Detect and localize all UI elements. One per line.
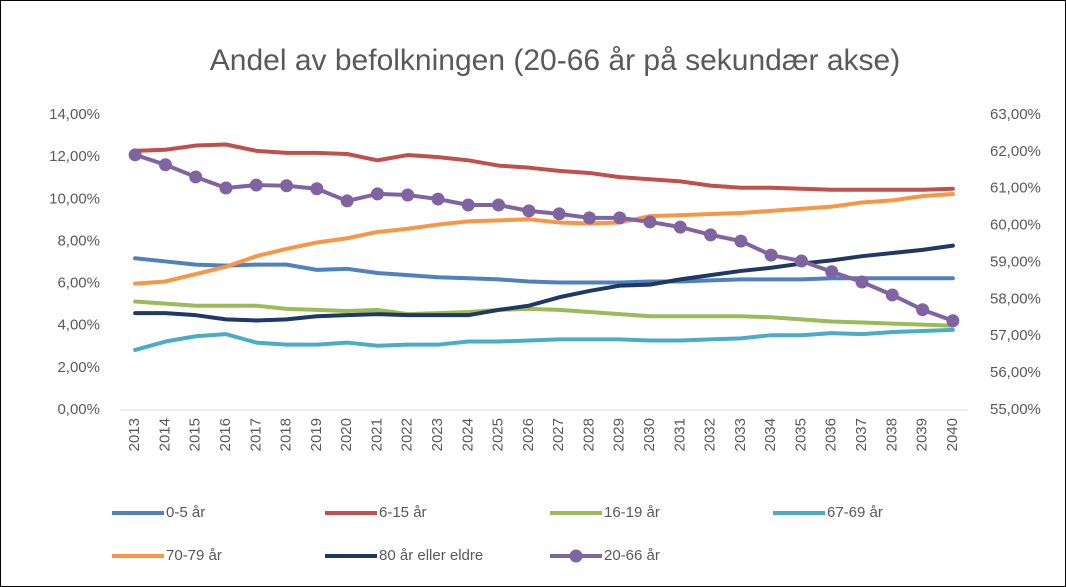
x-tick-label: 2037 [853, 418, 870, 451]
x-tick-label: 2033 [732, 418, 749, 451]
y2-tick-label: 55,00% [990, 401, 1041, 418]
x-tick-label: 2034 [762, 418, 779, 451]
point [764, 248, 778, 262]
y2-tick-label: 58,00% [990, 290, 1041, 307]
x-tick-label: 2038 [883, 418, 900, 451]
chart-title: Andel av befolkningen (20-66 år på sekun… [210, 44, 900, 77]
y-tick-label: 10,00% [49, 190, 100, 207]
series-line [133, 192, 955, 286]
point [885, 288, 899, 302]
point [310, 182, 324, 196]
point [552, 207, 566, 221]
legend-label: 0-5 år [166, 504, 205, 521]
point [219, 181, 233, 195]
y2-tick-label: 62,00% [990, 143, 1041, 160]
x-tick-label: 2035 [792, 418, 809, 451]
point [522, 204, 536, 218]
point [158, 158, 172, 172]
y-tick-label: 4,00% [57, 317, 100, 334]
y-tick-label: 6,00% [57, 275, 100, 292]
point [794, 254, 808, 268]
y-tick-label: 2,00% [57, 359, 100, 376]
x-tick-label: 2030 [641, 418, 658, 451]
series-line [133, 142, 955, 192]
series-line [133, 256, 955, 285]
point [401, 188, 415, 202]
y-tick-label: 12,00% [49, 148, 100, 165]
x-tick-label: 2021 [368, 418, 385, 451]
y2-tick-label: 57,00% [990, 327, 1041, 344]
point [613, 211, 627, 225]
point [734, 234, 748, 248]
y-tick-label: 14,00% [49, 106, 100, 123]
x-tick-label: 2015 [187, 418, 204, 451]
x-tick-label: 2018 [278, 418, 295, 451]
point [582, 211, 596, 225]
x-tick-label: 2032 [702, 418, 719, 451]
x-tick-label: 2020 [338, 418, 355, 451]
y-tick-label: 0,00% [57, 401, 100, 418]
x-tick-label: 2031 [671, 418, 688, 451]
x-tick-label: 2025 [490, 418, 507, 451]
series-line [133, 243, 955, 323]
x-tick-label: 2022 [399, 418, 416, 451]
legend-label: 16-19 år [604, 504, 660, 521]
point [189, 170, 203, 184]
point [370, 187, 384, 201]
point [431, 192, 445, 206]
series-line [133, 299, 955, 328]
y2-tick-label: 56,00% [990, 364, 1041, 381]
point [461, 198, 475, 212]
point [855, 275, 869, 289]
legend-label: 67-69 år [827, 504, 883, 521]
point [340, 194, 354, 208]
x-tick-label: 2023 [429, 418, 446, 451]
series-line [133, 152, 955, 323]
y2-tick-label: 60,00% [990, 217, 1041, 234]
x-tick-label: 2036 [823, 418, 840, 451]
series-line [133, 327, 955, 352]
x-tick-label: 2029 [611, 418, 628, 451]
point [249, 178, 263, 192]
x-tick-label: 2027 [550, 418, 567, 451]
y2-tick-label: 59,00% [990, 253, 1041, 270]
legend-label: 20-66 år [604, 547, 660, 564]
x-tick-label: 2026 [520, 418, 537, 451]
x-tick-label: 2014 [156, 418, 173, 451]
point [946, 314, 960, 328]
legend-label: 6-15 år [379, 504, 427, 521]
y-tick-label: 8,00% [57, 232, 100, 249]
x-tick-label: 2024 [459, 418, 476, 451]
y2-tick-label: 63,00% [990, 106, 1041, 123]
point [825, 265, 839, 279]
point [128, 148, 142, 162]
x-tick-label: 2039 [914, 418, 931, 451]
x-tick-label: 2017 [247, 418, 264, 451]
point [704, 228, 718, 242]
legend-marker [569, 549, 583, 563]
x-tick-label: 2019 [308, 418, 325, 451]
point [673, 220, 687, 234]
point [916, 303, 930, 317]
x-tick-label: 2028 [580, 418, 597, 451]
point [280, 179, 294, 193]
point [492, 198, 506, 212]
x-tick-label: 2040 [944, 418, 961, 451]
x-tick-label: 2013 [126, 418, 143, 451]
y2-tick-label: 61,00% [990, 180, 1041, 197]
x-tick-label: 2016 [217, 418, 234, 451]
point [643, 215, 657, 229]
legend-label: 70-79 år [166, 547, 222, 564]
legend-label: 80 år eller eldre [379, 547, 483, 564]
